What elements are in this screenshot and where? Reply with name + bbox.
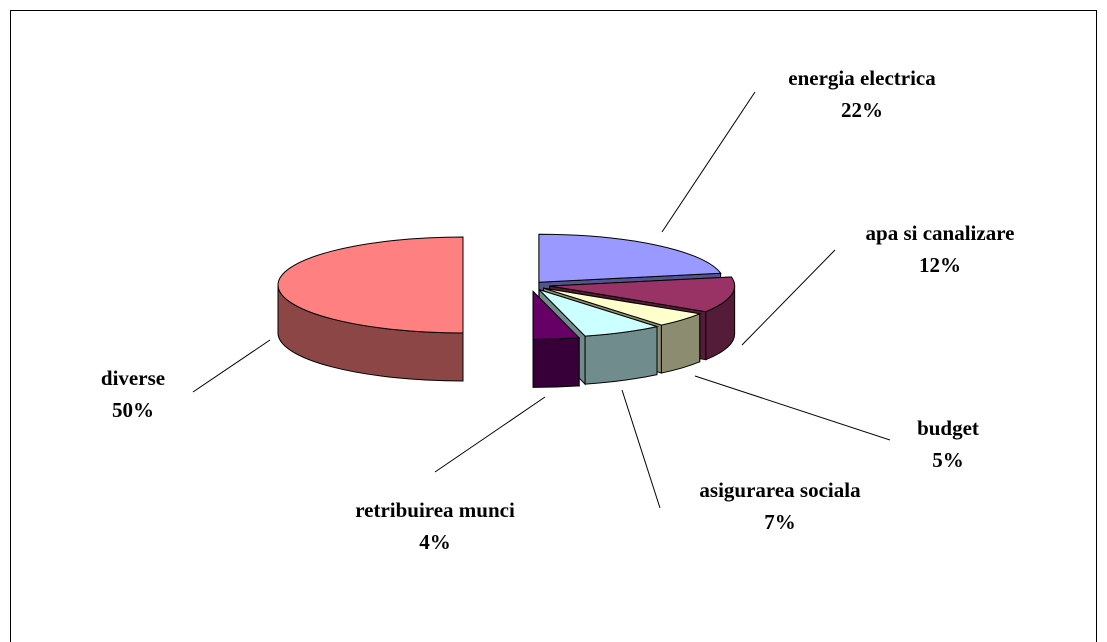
slice-side <box>532 337 580 388</box>
slice-label: retribuirea munci <box>355 498 515 522</box>
value-label: 7% <box>764 510 796 534</box>
slice-label: apa si canalizare <box>866 221 1015 245</box>
slice <box>532 290 581 388</box>
slice-top <box>549 276 736 313</box>
leader-line <box>192 339 271 393</box>
slice-top <box>543 287 702 326</box>
leader-line <box>661 91 756 233</box>
slice-top <box>538 289 659 337</box>
value-label: 5% <box>932 448 964 472</box>
leader-line <box>741 249 836 346</box>
leader-line <box>694 375 891 441</box>
leader-line <box>621 389 661 509</box>
value-label: 12% <box>919 253 961 277</box>
value-label: 50% <box>112 398 154 422</box>
slice-top <box>277 236 464 334</box>
value-label: 4% <box>419 530 451 554</box>
slice-label: budget <box>917 416 979 440</box>
leader-line <box>434 396 546 473</box>
slice-top <box>532 290 581 340</box>
slice-label: asigurarea sociala <box>699 478 861 502</box>
slice-label: diverse <box>101 366 165 390</box>
value-label: 22% <box>841 98 883 122</box>
slice-label: energia electrica <box>788 66 936 90</box>
slice <box>277 236 464 382</box>
slice-top <box>538 233 722 283</box>
